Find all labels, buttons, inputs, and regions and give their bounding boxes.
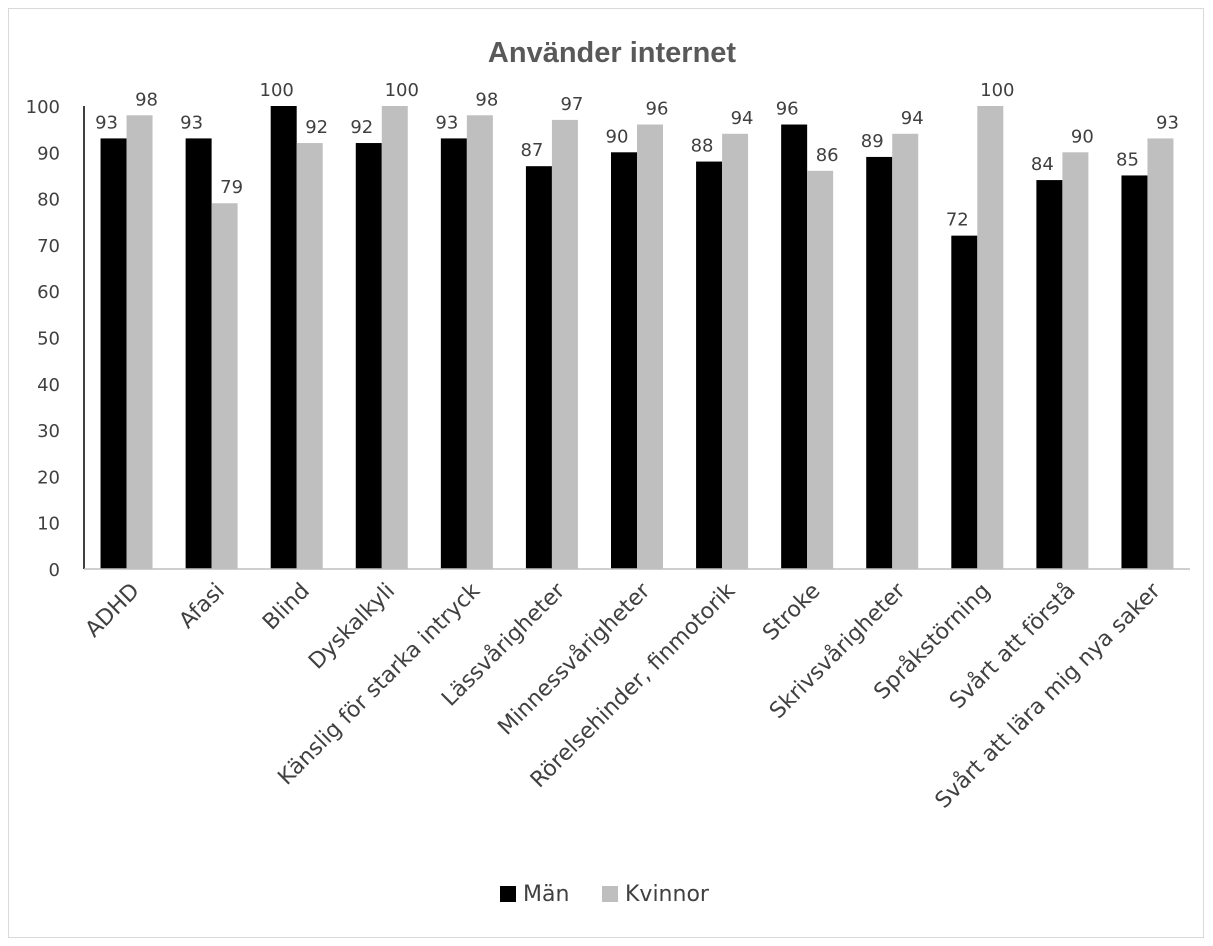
bar-man <box>951 235 978 569</box>
category-label: Stroke <box>758 579 825 646</box>
data-label: 94 <box>901 108 924 129</box>
data-label: 93 <box>1156 112 1179 133</box>
y-tick-label: 60 <box>37 282 60 303</box>
data-label: 84 <box>1031 154 1054 175</box>
y-axis-ticks: 0 10 20 30 40 50 60 70 80 90 100 <box>26 97 60 581</box>
legend: Män Kvinnor <box>500 882 710 907</box>
bar-man <box>866 156 893 569</box>
y-tick-label: 50 <box>37 329 60 350</box>
bar-kvinnor <box>551 119 578 569</box>
data-label: 93 <box>435 112 458 133</box>
bar-man <box>525 166 552 569</box>
bar-man <box>100 138 127 569</box>
bar-kvinnor <box>977 106 1004 569</box>
data-label: 100 <box>385 80 419 101</box>
data-label: 90 <box>606 126 629 147</box>
bar-kvinnor <box>722 133 749 569</box>
bar-man <box>781 124 808 570</box>
data-label: 100 <box>980 80 1014 101</box>
bar-man <box>1121 175 1148 569</box>
data-label: 100 <box>260 80 294 101</box>
bar-man <box>270 106 297 569</box>
bar-kvinnor <box>892 133 919 569</box>
data-label: 72 <box>946 210 969 231</box>
data-label: 97 <box>560 94 583 115</box>
category-label: ADHD <box>81 579 145 643</box>
data-label: 87 <box>520 140 543 161</box>
bar-man <box>696 161 723 569</box>
bar-kvinnor <box>296 143 323 570</box>
data-label: 88 <box>691 136 714 157</box>
bar-kvinnor <box>466 115 493 569</box>
bar-kvinnor <box>807 170 834 569</box>
data-label: 90 <box>1071 126 1094 147</box>
data-label: 93 <box>95 112 118 133</box>
legend-label: Kvinnor <box>625 882 710 907</box>
data-label: 93 <box>180 112 203 133</box>
data-label: 85 <box>1116 149 1139 170</box>
bars <box>100 106 1174 570</box>
data-label: 94 <box>731 108 754 129</box>
y-tick-label: 70 <box>37 236 60 257</box>
data-label: 92 <box>305 117 328 138</box>
data-label: 98 <box>475 89 498 110</box>
legend-swatch <box>500 886 516 902</box>
legend-label: Män <box>523 882 569 907</box>
data-label: 79 <box>220 177 243 198</box>
data-label: 98 <box>135 89 158 110</box>
category-label: Blind <box>258 579 315 636</box>
y-tick-label: 40 <box>37 375 60 396</box>
y-tick-label: 80 <box>37 190 60 211</box>
y-tick-label: 100 <box>26 97 60 118</box>
bar-kvinnor <box>1147 138 1174 569</box>
chart-title: Använder internet <box>488 37 736 69</box>
y-tick-label: 90 <box>37 143 60 164</box>
category-label: Afasi <box>175 579 230 634</box>
bar-man <box>1036 180 1063 569</box>
y-tick-label: 20 <box>37 467 60 488</box>
data-label: 96 <box>776 99 799 120</box>
data-label: 92 <box>350 117 373 138</box>
legend-swatch <box>602 886 618 902</box>
category-label: Minnessvårigheter <box>493 577 656 740</box>
data-labels: 93 98 93 79 100 92 92 100 93 98 87 97 90 96 88 94 96 86 89… <box>95 80 1179 231</box>
y-tick-label: 0 <box>49 560 60 581</box>
data-label: 89 <box>861 131 884 152</box>
bar-man <box>440 138 467 569</box>
bar-man <box>611 152 637 570</box>
data-label: 86 <box>816 145 839 166</box>
bar-man <box>185 138 212 569</box>
bar-kvinnor <box>381 106 408 569</box>
bar-man <box>355 143 382 570</box>
data-label: 96 <box>646 99 669 120</box>
bar-kvinnor <box>1062 152 1089 570</box>
y-tick-label: 10 <box>37 514 60 535</box>
bar-kvinnor <box>211 203 238 570</box>
bar-kvinnor <box>637 124 663 570</box>
bar-kvinnor <box>126 115 153 569</box>
y-tick-label: 30 <box>37 421 60 442</box>
